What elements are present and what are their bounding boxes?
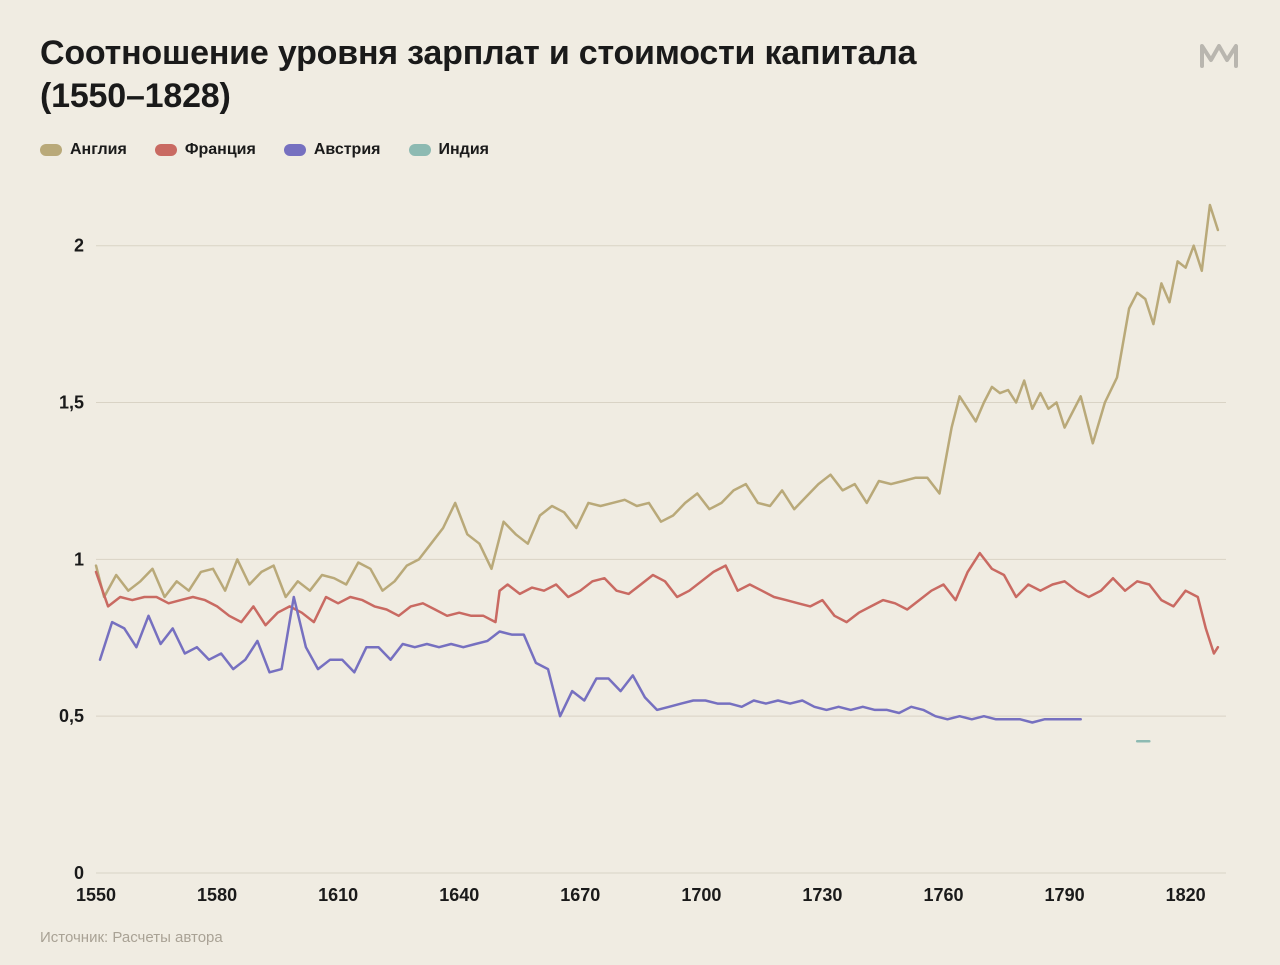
title-line-2: (1550–1828) [40, 77, 231, 115]
svg-text:1610: 1610 [318, 885, 358, 905]
legend-swatch [284, 144, 306, 156]
chart-title: Соотношение уровня зарплат и стоимости к… [40, 32, 1020, 117]
series-line [96, 553, 1218, 653]
svg-text:2: 2 [74, 236, 84, 256]
legend-label: Франция [185, 141, 256, 159]
chart-plot-area: 0 0,5 1 1,5 2 1550 1580 1610 1640 1670 1700 1730 176… [40, 175, 1240, 915]
svg-text:1580: 1580 [197, 885, 237, 905]
title-line-1: Соотношение уровня зарплат и стоимости к… [40, 34, 916, 72]
brand-logo [1198, 32, 1240, 74]
svg-text:1700: 1700 [681, 885, 721, 905]
svg-text:1670: 1670 [560, 885, 600, 905]
legend-item: Франция [155, 141, 256, 159]
legend-swatch [40, 144, 62, 156]
svg-text:1820: 1820 [1166, 885, 1206, 905]
svg-text:1,5: 1,5 [59, 393, 84, 413]
chart-source: Источник: Расчеты автора [40, 929, 1240, 946]
legend-item: Австрия [284, 141, 381, 159]
series-line [96, 205, 1218, 597]
svg-text:0: 0 [74, 863, 84, 883]
legend-label: Австрия [314, 141, 381, 159]
svg-text:1760: 1760 [923, 885, 963, 905]
legend-label: Индия [439, 141, 490, 159]
svg-text:1550: 1550 [76, 885, 116, 905]
svg-text:1: 1 [74, 549, 84, 569]
legend-item: Индия [409, 141, 490, 159]
chart-container: Соотношение уровня зарплат и стоимости к… [0, 0, 1280, 965]
svg-text:1730: 1730 [802, 885, 842, 905]
legend-swatch [409, 144, 431, 156]
legend-item: Англия [40, 141, 127, 159]
chart-svg: 0 0,5 1 1,5 2 1550 1580 1610 1640 1670 1700 1730 176… [40, 175, 1240, 915]
chart-legend: Англия Франция Австрия Индия [40, 141, 1240, 159]
legend-swatch [155, 144, 177, 156]
legend-label: Англия [70, 141, 127, 159]
svg-text:1640: 1640 [439, 885, 479, 905]
svg-text:1790: 1790 [1045, 885, 1085, 905]
svg-text:0,5: 0,5 [59, 706, 84, 726]
